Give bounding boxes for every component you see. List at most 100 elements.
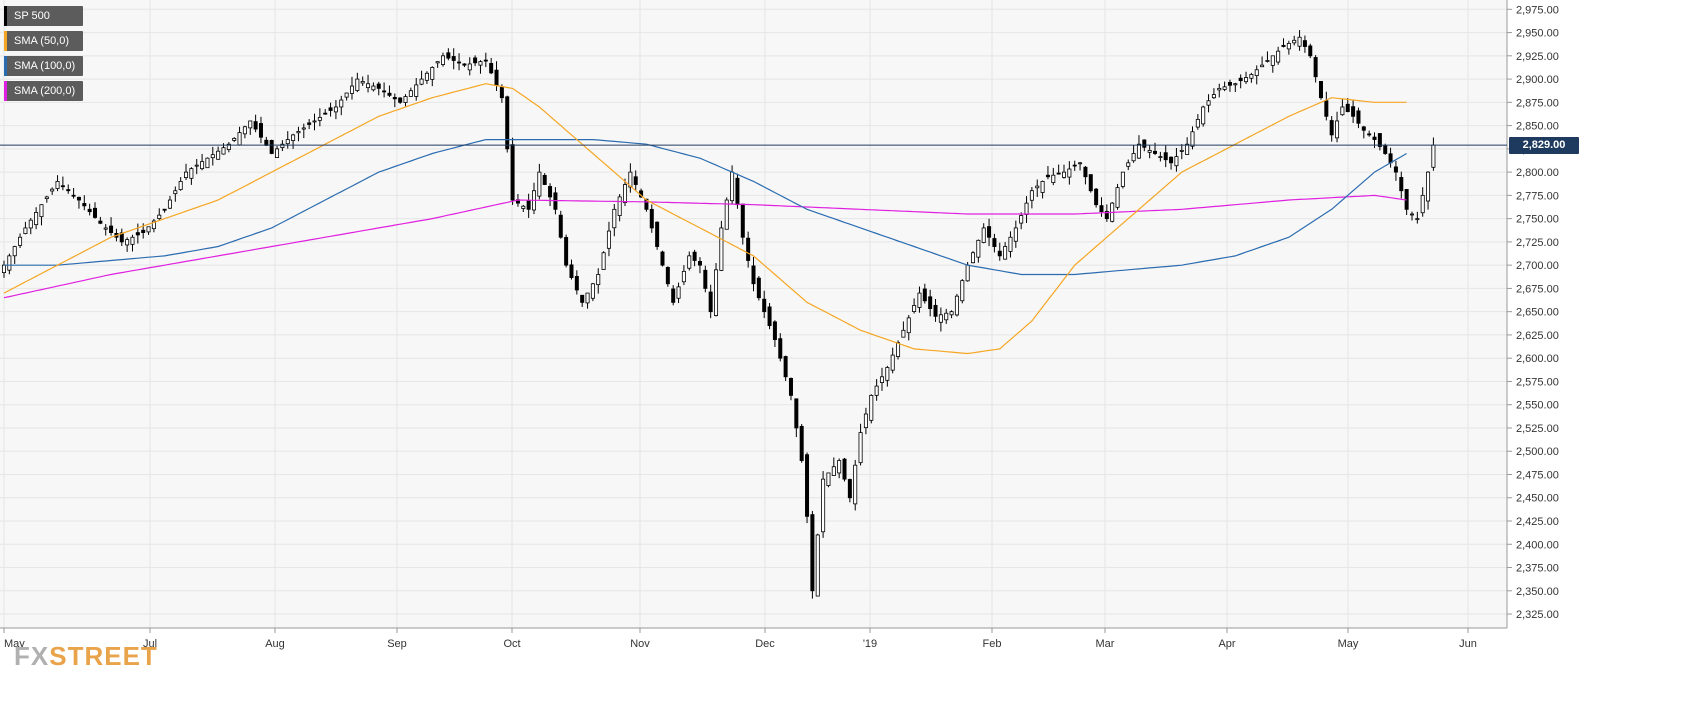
candle-body (151, 220, 156, 230)
candle-body (548, 186, 553, 198)
candle-body (328, 107, 333, 111)
candle-body (23, 227, 28, 234)
candle-body (847, 479, 852, 499)
candle-body (1270, 55, 1275, 66)
candle-body (623, 184, 628, 204)
candle-body (1340, 106, 1345, 116)
legend-item-sp500[interactable]: SP 500 (4, 6, 84, 26)
candle-body (730, 171, 735, 202)
legend-item-sma200[interactable]: SMA (200,0) (4, 81, 84, 101)
candle-body (387, 92, 392, 96)
candle-body (890, 354, 895, 371)
candle-body (210, 154, 215, 159)
candle-body (1233, 83, 1238, 86)
candle-body (912, 305, 917, 312)
candle-body (564, 237, 569, 266)
candle-body (1415, 218, 1420, 221)
x-tick-label: Sep (387, 638, 407, 650)
candle-body (189, 168, 194, 179)
candle-body (606, 230, 611, 249)
candle-body (1399, 177, 1404, 192)
candle-body (1147, 150, 1152, 153)
candle-body (1158, 156, 1163, 159)
legend-item-sma100[interactable]: SMA (100,0) (4, 56, 84, 76)
candle-body (125, 239, 130, 246)
candle-body (135, 232, 140, 236)
candle-body (783, 356, 788, 378)
candle-body (869, 395, 874, 421)
candle-body (1313, 57, 1318, 78)
candle-body (44, 196, 49, 199)
candle-body (285, 139, 290, 145)
candle-body (767, 306, 772, 327)
candle-body (601, 252, 606, 270)
candle-body (1367, 133, 1372, 136)
candle-body (794, 398, 799, 429)
candle-body (922, 288, 927, 302)
x-tick-label: '19 (863, 638, 877, 650)
candle-body (997, 250, 1002, 257)
candle-body (1104, 211, 1109, 220)
candle-body (569, 264, 574, 278)
candle-body (349, 85, 354, 94)
candle-body (1377, 133, 1382, 147)
plot-area (0, 0, 1507, 628)
candle-body (655, 221, 660, 247)
candle-body (762, 298, 767, 313)
candle-body (906, 317, 911, 334)
candle-body (462, 63, 467, 66)
y-tick-label: 2,375.00 (1516, 563, 1559, 575)
x-tick-label: May (4, 638, 25, 650)
candle-body (253, 121, 258, 130)
candle-body (719, 227, 724, 271)
y-tick-label: 2,700.00 (1516, 260, 1559, 272)
candle-body (612, 208, 617, 229)
candle-body (248, 120, 253, 129)
candle-body (1276, 50, 1281, 63)
y-tick-label: 2,525.00 (1516, 423, 1559, 435)
candle-body (1244, 77, 1249, 83)
candle-body (778, 338, 783, 359)
candle-body (232, 137, 237, 141)
candle-body (1260, 64, 1265, 68)
candle-body (901, 329, 906, 338)
y-tick-label: 2,350.00 (1516, 586, 1559, 598)
candle-body (628, 171, 633, 188)
candle-body (312, 120, 317, 123)
y-tick-label: 2,850.00 (1516, 121, 1559, 133)
x-tick-label: May (1338, 638, 1359, 650)
candle-body (810, 514, 815, 592)
y-tick-label: 2,750.00 (1516, 214, 1559, 226)
candle-body (917, 292, 922, 308)
legend-label: SMA (50,0) (14, 35, 70, 47)
candle-body (1351, 106, 1356, 117)
candle-body (1190, 131, 1195, 147)
legend-label: SMA (200,0) (14, 85, 76, 97)
candle-body (483, 59, 488, 62)
candle-body (526, 200, 531, 210)
candle-body (1035, 185, 1040, 189)
logo-street: STREET (49, 641, 158, 671)
y-tick-label: 2,875.00 (1516, 97, 1559, 109)
candle-body (537, 171, 542, 197)
candle-body (237, 132, 242, 146)
logo-fx: FX (14, 641, 50, 671)
candle-body (258, 123, 263, 138)
candle-body (280, 143, 285, 148)
candle-body (1056, 172, 1061, 175)
candle-body (264, 139, 269, 146)
candle-body (226, 143, 231, 150)
legend: SP 500 SMA (50,0) SMA (100,0) SMA (200,0… (4, 6, 84, 106)
candle-body (1120, 171, 1125, 187)
y-tick-label: 2,900.00 (1516, 74, 1559, 86)
y-tick-label: 2,800.00 (1516, 167, 1559, 179)
candle-body (521, 205, 526, 209)
candle-body (371, 85, 376, 91)
legend-item-sma50[interactable]: SMA (50,0) (4, 31, 84, 51)
candle-body (558, 214, 563, 238)
candle-body (1169, 156, 1174, 164)
candle-body (366, 83, 371, 89)
y-tick-label: 2,950.00 (1516, 28, 1559, 40)
